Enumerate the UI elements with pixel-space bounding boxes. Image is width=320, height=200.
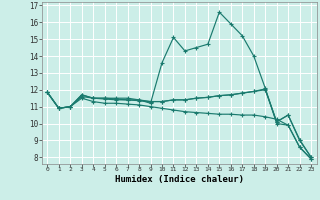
X-axis label: Humidex (Indice chaleur): Humidex (Indice chaleur) (115, 175, 244, 184)
